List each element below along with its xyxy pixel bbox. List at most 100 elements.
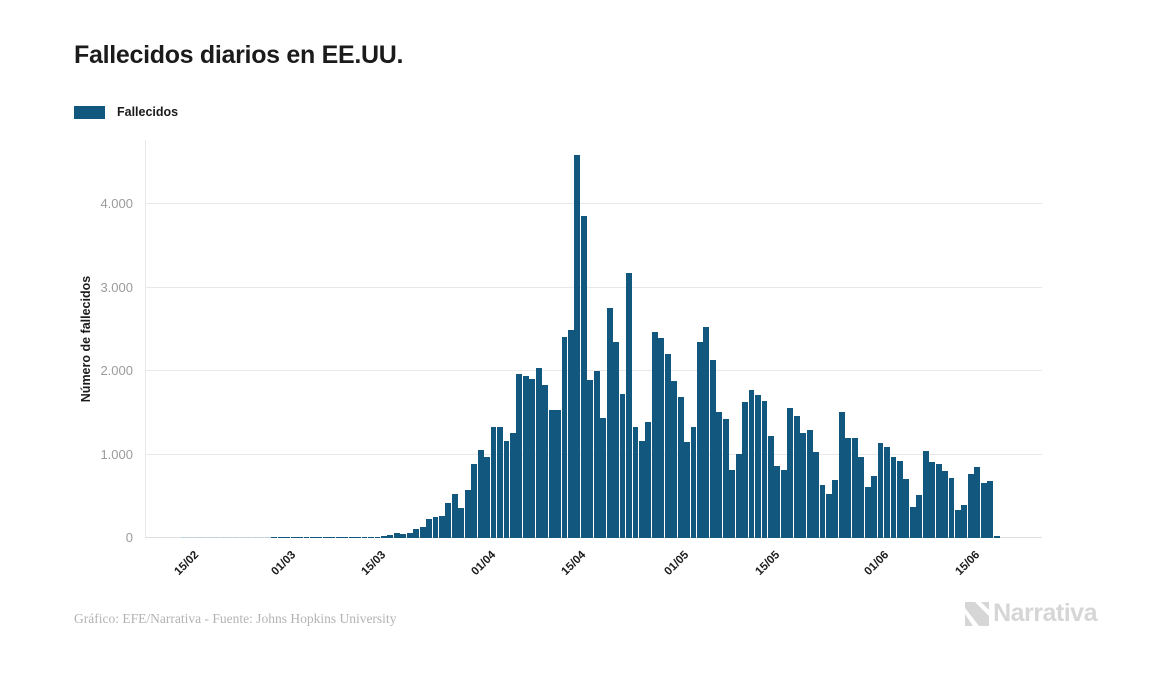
bar[interactable]	[645, 422, 652, 538]
bar[interactable]	[819, 484, 826, 538]
bar[interactable]	[755, 394, 761, 538]
bar[interactable]	[542, 385, 549, 538]
bar[interactable]	[355, 537, 362, 538]
bar[interactable]	[316, 537, 323, 538]
bar[interactable]	[374, 536, 381, 538]
bar[interactable]	[955, 510, 961, 538]
bar[interactable]	[890, 456, 897, 538]
bar[interactable]	[297, 537, 303, 538]
bar[interactable]	[909, 506, 916, 538]
bar[interactable]	[813, 451, 819, 538]
bar[interactable]	[335, 537, 342, 538]
bar[interactable]	[200, 537, 207, 538]
bar[interactable]	[729, 469, 736, 538]
bar[interactable]	[400, 533, 407, 538]
bar[interactable]	[767, 436, 774, 538]
bar[interactable]	[806, 430, 813, 538]
bar[interactable]	[458, 507, 465, 538]
bar[interactable]	[593, 371, 600, 538]
bar[interactable]	[671, 380, 678, 538]
bar[interactable]	[419, 526, 426, 538]
bar[interactable]	[264, 537, 271, 538]
bar[interactable]	[903, 478, 910, 538]
bar[interactable]	[961, 505, 968, 538]
bar[interactable]	[555, 409, 561, 538]
bar[interactable]	[471, 464, 478, 538]
bar[interactable]	[348, 537, 355, 538]
bar[interactable]	[600, 418, 607, 538]
bar[interactable]	[826, 493, 832, 538]
bar[interactable]	[387, 534, 394, 538]
bar[interactable]	[219, 537, 226, 538]
bar[interactable]	[845, 437, 852, 538]
bar[interactable]	[606, 308, 613, 538]
bar[interactable]	[432, 517, 439, 538]
bar[interactable]	[684, 441, 690, 538]
bar[interactable]	[658, 338, 665, 538]
bar[interactable]	[193, 537, 200, 538]
bar[interactable]	[787, 408, 794, 538]
bar[interactable]	[871, 475, 878, 538]
bar[interactable]	[722, 419, 729, 538]
bar[interactable]	[709, 360, 716, 538]
bar[interactable]	[574, 154, 581, 538]
bar[interactable]	[922, 451, 929, 538]
bar[interactable]	[529, 379, 536, 538]
bar[interactable]	[497, 426, 503, 538]
bar[interactable]	[561, 337, 568, 538]
bar[interactable]	[916, 495, 923, 538]
bar[interactable]	[613, 341, 620, 538]
bar[interactable]	[503, 440, 510, 538]
bar[interactable]	[251, 537, 258, 538]
bar[interactable]	[942, 471, 948, 538]
bar[interactable]	[987, 481, 994, 538]
bar[interactable]	[516, 373, 523, 538]
bar[interactable]	[884, 447, 890, 538]
bar[interactable]	[677, 396, 684, 538]
bar[interactable]	[451, 494, 458, 538]
bar[interactable]	[638, 441, 645, 538]
bar[interactable]	[393, 533, 400, 538]
bar[interactable]	[206, 537, 213, 538]
bar[interactable]	[948, 478, 955, 538]
bar[interactable]	[619, 394, 626, 538]
bar[interactable]	[490, 427, 497, 538]
bar[interactable]	[310, 537, 316, 538]
bar[interactable]	[426, 519, 432, 538]
bar[interactable]	[239, 537, 245, 538]
bar[interactable]	[651, 331, 658, 538]
bar[interactable]	[580, 215, 587, 538]
bar[interactable]	[832, 479, 839, 538]
bar[interactable]	[445, 503, 452, 538]
bar[interactable]	[974, 466, 981, 538]
bar[interactable]	[800, 432, 807, 538]
bar[interactable]	[245, 537, 252, 538]
bar[interactable]	[342, 537, 349, 538]
bar[interactable]	[277, 537, 284, 538]
bar[interactable]	[303, 537, 310, 538]
bar[interactable]	[439, 515, 445, 538]
bar[interactable]	[858, 457, 865, 538]
bar[interactable]	[735, 453, 742, 538]
bar[interactable]	[322, 537, 329, 538]
bar[interactable]	[851, 438, 858, 538]
bar[interactable]	[980, 482, 987, 538]
bar[interactable]	[477, 449, 484, 538]
bar[interactable]	[226, 537, 233, 538]
bar[interactable]	[484, 456, 491, 538]
bar[interactable]	[697, 341, 703, 538]
bar[interactable]	[993, 535, 1000, 538]
bar[interactable]	[664, 354, 671, 538]
bar[interactable]	[632, 426, 639, 538]
bar[interactable]	[935, 463, 942, 538]
bar[interactable]	[413, 528, 420, 538]
bar[interactable]	[690, 427, 697, 538]
bar[interactable]	[361, 537, 368, 538]
bar[interactable]	[232, 537, 239, 538]
bar[interactable]	[877, 443, 884, 538]
bar[interactable]	[703, 326, 710, 538]
bar[interactable]	[774, 465, 781, 538]
bar[interactable]	[380, 535, 387, 538]
bar[interactable]	[187, 537, 194, 538]
bar[interactable]	[509, 433, 516, 538]
